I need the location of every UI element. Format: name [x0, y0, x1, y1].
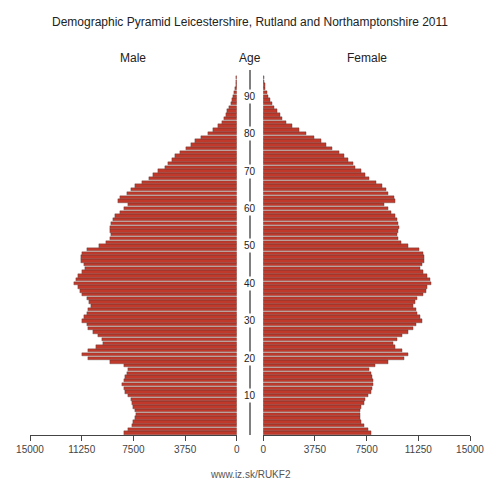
svg-text:7500: 7500	[122, 444, 145, 455]
svg-text:www.iz.sk/RUKF2: www.iz.sk/RUKF2	[210, 469, 291, 480]
svg-text:11250: 11250	[405, 444, 433, 455]
svg-text:Female: Female	[347, 51, 387, 65]
svg-text:60: 60	[244, 203, 256, 214]
svg-text:40: 40	[244, 278, 256, 289]
svg-text:3750: 3750	[174, 444, 197, 455]
svg-text:10: 10	[244, 390, 256, 401]
svg-text:3750: 3750	[304, 444, 327, 455]
svg-text:80: 80	[244, 128, 256, 139]
svg-text:11250: 11250	[68, 444, 96, 455]
svg-text:50: 50	[244, 240, 256, 251]
svg-text:Male: Male	[120, 51, 146, 65]
svg-text:20: 20	[244, 353, 256, 364]
svg-text:90: 90	[244, 91, 256, 102]
svg-text:0: 0	[234, 444, 240, 455]
svg-text:15000: 15000	[456, 444, 484, 455]
svg-text:0: 0	[260, 444, 266, 455]
svg-text:15000: 15000	[16, 444, 44, 455]
svg-text:Demographic Pyramid Leicesters: Demographic Pyramid Leicestershire, Rutl…	[52, 15, 448, 29]
svg-text:Age: Age	[239, 51, 261, 65]
svg-text:30: 30	[244, 315, 256, 326]
svg-text:70: 70	[244, 166, 256, 177]
svg-text:7500: 7500	[355, 444, 378, 455]
